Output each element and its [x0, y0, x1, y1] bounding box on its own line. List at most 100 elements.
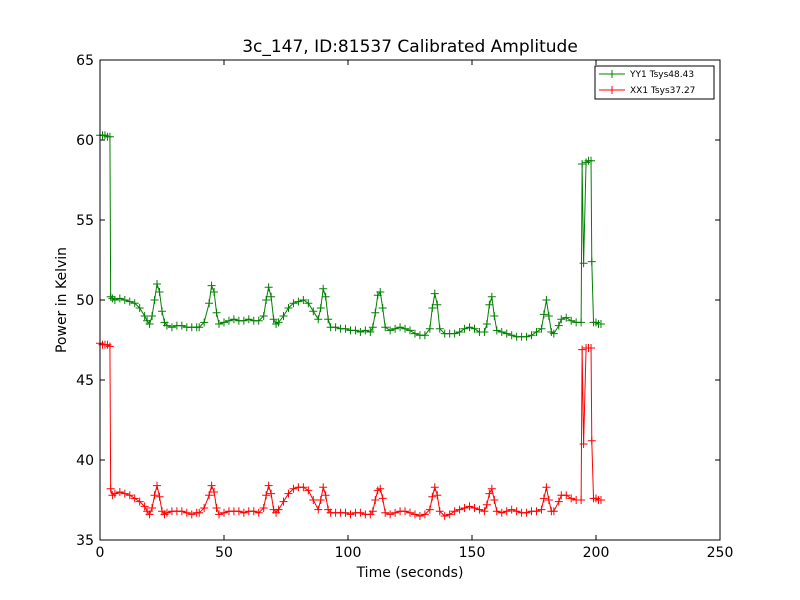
- data-point-marker: [512, 507, 521, 516]
- data-point-marker: [289, 484, 298, 493]
- data-point-marker: [542, 296, 551, 304]
- data-point-marker: [234, 507, 243, 516]
- x-tick-label: 0: [96, 545, 105, 561]
- data-point-marker: [254, 316, 263, 325]
- data-point-marker: [544, 312, 553, 320]
- data-point-marker: [596, 320, 605, 328]
- data-point-marker: [420, 331, 429, 340]
- data-point-marker: [356, 508, 365, 517]
- data-point-marker: [460, 324, 469, 333]
- data-point-marker: [319, 483, 328, 492]
- series-1: [96, 339, 605, 520]
- data-point-marker: [381, 323, 390, 332]
- x-tick-label: 200: [583, 545, 610, 561]
- data-point-marker: [321, 491, 330, 500]
- data-point-marker: [224, 316, 233, 325]
- data-point-marker: [264, 481, 273, 490]
- data-point-marker: [587, 156, 596, 165]
- data-point-marker: [557, 315, 566, 324]
- data-point-marker: [544, 496, 553, 504]
- data-point-marker: [391, 324, 400, 333]
- data-point-marker: [386, 326, 395, 335]
- series-layer: [96, 131, 605, 520]
- data-point-marker: [450, 329, 459, 338]
- axis-ticks: 0 50 100 150 200 250 35 40 45 50 55 60 65: [76, 53, 733, 561]
- x-tick-label: 250: [707, 545, 734, 561]
- data-point-marker: [299, 483, 308, 492]
- legend-marker-swatch: [608, 70, 616, 78]
- data-point-marker: [542, 483, 551, 492]
- y-tick-label: 60: [76, 133, 94, 149]
- data-point-marker: [361, 326, 370, 335]
- data-point-marker: [110, 296, 119, 304]
- data-point-marker: [279, 312, 288, 320]
- data-point-marker: [319, 284, 328, 293]
- data-point-marker: [433, 491, 442, 500]
- chart-title: 3c_147, ID:81537 Calibrated Amplitude: [242, 37, 578, 57]
- y-tick-label: 50: [76, 293, 94, 309]
- data-point-marker: [207, 481, 216, 490]
- data-point-marker: [215, 320, 224, 328]
- data-point-marker: [366, 328, 375, 336]
- data-point-marker: [487, 292, 496, 301]
- data-point-marker: [182, 508, 191, 517]
- data-point-marker: [425, 505, 434, 514]
- data-point-marker: [195, 508, 204, 517]
- y-tick-label: 40: [76, 453, 94, 469]
- data-point-marker: [316, 496, 325, 504]
- data-point-marker: [502, 329, 511, 338]
- data-point-marker: [267, 489, 276, 498]
- data-point-marker: [162, 321, 171, 330]
- y-axis-title: Power in Kelvin: [54, 247, 70, 353]
- data-point-marker: [205, 299, 214, 308]
- data-point-marker: [289, 299, 298, 308]
- data-point-marker: [490, 312, 499, 320]
- data-point-marker: [105, 132, 114, 141]
- data-point-marker: [120, 489, 129, 498]
- data-point-marker: [425, 324, 434, 333]
- data-point-marker: [331, 323, 340, 332]
- data-point-marker: [269, 315, 278, 324]
- data-point-marker: [376, 484, 385, 493]
- data-point-marker: [406, 326, 414, 335]
- data-point-marker: [549, 329, 558, 338]
- data-point-marker: [259, 504, 268, 512]
- data-point-marker: [140, 502, 149, 511]
- data-point-marker: [212, 308, 221, 317]
- data-point-marker: [562, 313, 571, 322]
- data-point-marker: [145, 510, 154, 519]
- data-point-marker: [371, 308, 380, 317]
- data-point-marker: [415, 512, 424, 520]
- data-point-marker: [341, 324, 350, 333]
- data-point-marker: [162, 508, 171, 517]
- data-point-marker: [177, 507, 186, 516]
- data-point-marker: [527, 331, 536, 340]
- data-point-marker: [259, 312, 268, 320]
- data-point-marker: [522, 332, 531, 341]
- data-point-marker: [210, 488, 219, 496]
- data-point-marker: [577, 318, 586, 327]
- data-point-marker: [378, 494, 387, 503]
- data-point-marker: [177, 321, 186, 330]
- data-point-marker: [578, 160, 587, 168]
- data-point-marker: [125, 297, 134, 306]
- data-point-marker: [396, 323, 405, 332]
- data-point-marker: [314, 315, 323, 324]
- data-point-marker: [155, 288, 164, 296]
- data-point-marker: [368, 323, 377, 332]
- data-point-marker: [239, 508, 248, 517]
- data-point-marker: [532, 507, 541, 516]
- data-point-marker: [435, 324, 444, 333]
- data-point-marker: [475, 505, 484, 514]
- data-point-marker: [587, 436, 596, 445]
- data-point-marker: [587, 257, 596, 266]
- x-tick-label: 150: [459, 545, 486, 561]
- data-point-marker: [120, 296, 129, 304]
- data-point-marker: [309, 307, 318, 316]
- x-axis-title: Time (seconds): [356, 565, 464, 581]
- data-point-marker: [187, 510, 196, 519]
- data-point-marker: [314, 505, 323, 514]
- data-point-marker: [212, 504, 221, 512]
- data-point-marker: [445, 510, 454, 519]
